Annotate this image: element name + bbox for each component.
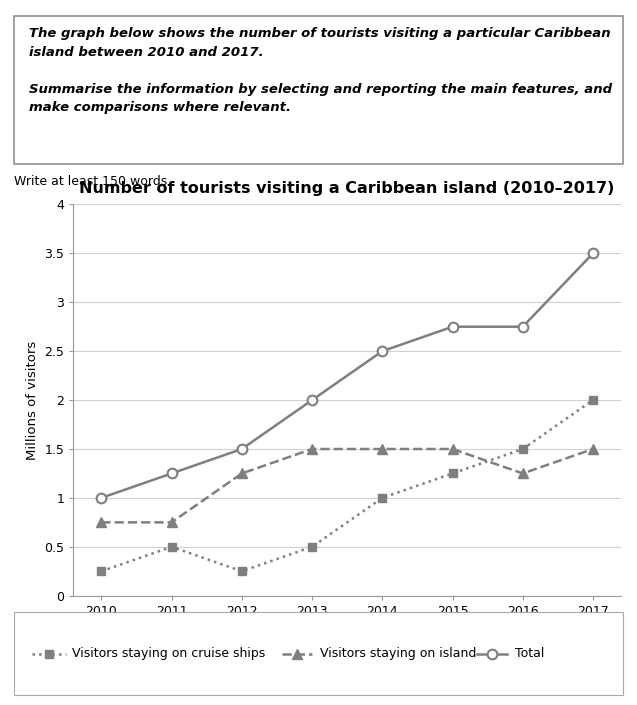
Text: The graph below shows the number of tourists visiting a particular Caribbean
isl: The graph below shows the number of tour…	[29, 27, 612, 114]
FancyBboxPatch shape	[14, 16, 623, 164]
Text: Write at least 150 words.: Write at least 150 words.	[14, 175, 171, 188]
FancyBboxPatch shape	[14, 612, 623, 695]
Text: Total: Total	[515, 647, 544, 660]
Title: Number of tourists visiting a Caribbean island (2010–2017): Number of tourists visiting a Caribbean …	[80, 181, 615, 196]
Text: Visitors staying on cruise ships: Visitors staying on cruise ships	[72, 647, 265, 660]
Y-axis label: Millions of visitors: Millions of visitors	[25, 341, 39, 460]
Text: Visitors staying on island: Visitors staying on island	[320, 647, 476, 660]
